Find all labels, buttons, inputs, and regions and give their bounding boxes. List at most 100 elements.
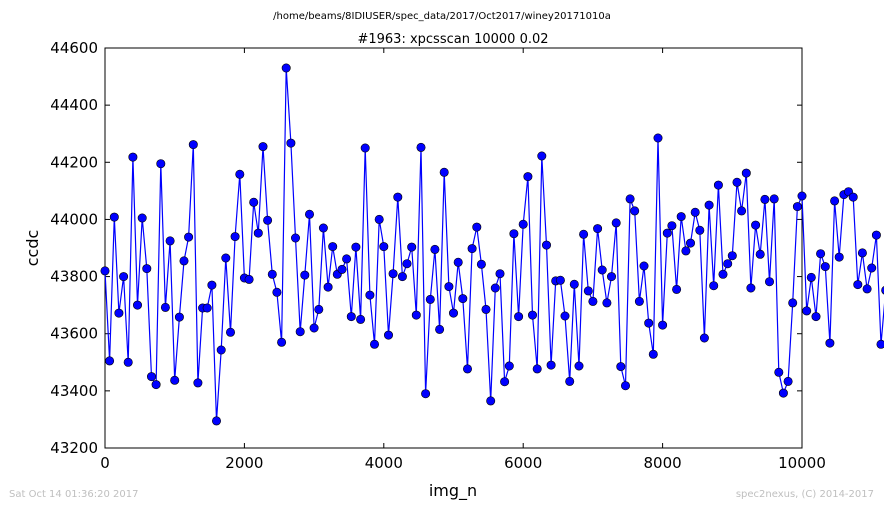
data-point <box>541 240 551 250</box>
data-point <box>379 242 389 252</box>
data-point <box>583 286 593 296</box>
y-tick-label: 43200 <box>50 439 98 457</box>
data-point <box>421 389 431 399</box>
data-point <box>356 314 366 324</box>
data-point <box>546 360 556 370</box>
x-axis-ticks: 0 2000 4000 6000 8000 10000 <box>100 48 826 472</box>
series-markers <box>100 63 884 426</box>
data-point <box>741 168 751 178</box>
data-point <box>323 282 333 292</box>
data-point <box>193 378 203 388</box>
data-point <box>388 269 398 279</box>
data-point <box>277 337 287 347</box>
data-point <box>802 306 812 316</box>
data-point <box>527 310 537 320</box>
data-point <box>634 296 644 306</box>
series-line <box>104 67 884 421</box>
data-point <box>676 212 686 222</box>
data-point <box>393 192 403 202</box>
data-point <box>755 249 765 259</box>
data-point <box>537 151 547 161</box>
data-point <box>769 194 779 204</box>
x-tick-label: 2000 <box>225 454 263 472</box>
y-tick-label: 43800 <box>50 268 98 286</box>
x-tick-label: 4000 <box>365 454 403 472</box>
data-point <box>602 298 612 308</box>
data-point <box>806 272 816 282</box>
data-point <box>272 287 282 297</box>
data-point <box>151 380 161 390</box>
data-point <box>202 303 212 313</box>
data-point <box>281 63 291 73</box>
data-point <box>249 197 259 207</box>
data-point <box>179 256 189 266</box>
data-point <box>295 327 305 337</box>
data-point <box>713 180 723 190</box>
data-point <box>611 218 621 228</box>
data-point <box>448 308 458 318</box>
data-point <box>137 213 147 223</box>
data-point <box>593 224 603 234</box>
data-point <box>569 279 579 289</box>
data-point <box>230 232 240 242</box>
data-point <box>425 294 435 304</box>
data-point <box>458 294 468 304</box>
data-point <box>188 140 198 150</box>
data-point <box>718 269 728 279</box>
data-point <box>774 367 784 377</box>
data-point <box>709 281 719 291</box>
data-point <box>286 138 296 148</box>
y-axis-ticks: 43200 43400 43600 43800 44000 44200 44400 44600 <box>50 39 802 457</box>
data-point <box>184 232 194 242</box>
data-point <box>383 330 393 340</box>
data-point <box>430 244 440 254</box>
data-point <box>472 222 482 232</box>
data-point <box>346 312 356 322</box>
x-tick-label: 0 <box>100 454 110 472</box>
data-point <box>848 192 858 202</box>
data-point <box>825 338 835 348</box>
data-point <box>672 284 682 294</box>
data-point <box>119 272 129 282</box>
y-tick-label: 44600 <box>50 39 98 57</box>
data-point <box>109 212 119 222</box>
data-point <box>811 312 821 322</box>
data-point <box>439 167 449 177</box>
data-point <box>783 376 793 386</box>
y-tick-label: 43600 <box>50 325 98 343</box>
copyright-footer: spec2nexus, (C) 2014-2017 <box>736 489 874 500</box>
data-point <box>788 298 798 308</box>
data-point <box>560 311 570 321</box>
data-point <box>407 242 417 252</box>
data-point <box>156 159 166 169</box>
data-point <box>737 206 747 216</box>
data-point <box>351 242 361 252</box>
data-point <box>481 304 491 314</box>
data-point <box>648 349 658 359</box>
data-point <box>253 228 263 238</box>
data-point <box>778 388 788 398</box>
data-point <box>620 381 630 391</box>
data-point <box>490 283 500 293</box>
data-point <box>853 280 863 290</box>
figure-suptitle: /home/beams/8IDIUSER/spec_data/2017/Oct2… <box>273 11 611 22</box>
data-point <box>792 202 802 212</box>
data-point <box>555 275 565 285</box>
data-point <box>867 263 877 273</box>
data-point <box>816 249 826 259</box>
data-point <box>221 253 231 263</box>
plot-frame <box>104 47 803 449</box>
data-point <box>695 225 705 235</box>
data-point <box>309 323 319 333</box>
data-point <box>760 194 770 204</box>
y-tick-label: 43400 <box>50 382 98 400</box>
data-point <box>625 194 635 204</box>
y-tick-label: 44200 <box>50 153 98 171</box>
data-point <box>532 364 542 374</box>
data-point <box>105 356 115 366</box>
data-point <box>685 238 695 248</box>
y-tick-label: 44000 <box>50 210 98 228</box>
data-point <box>597 265 607 275</box>
data-point <box>565 376 575 386</box>
data-point <box>723 259 733 269</box>
